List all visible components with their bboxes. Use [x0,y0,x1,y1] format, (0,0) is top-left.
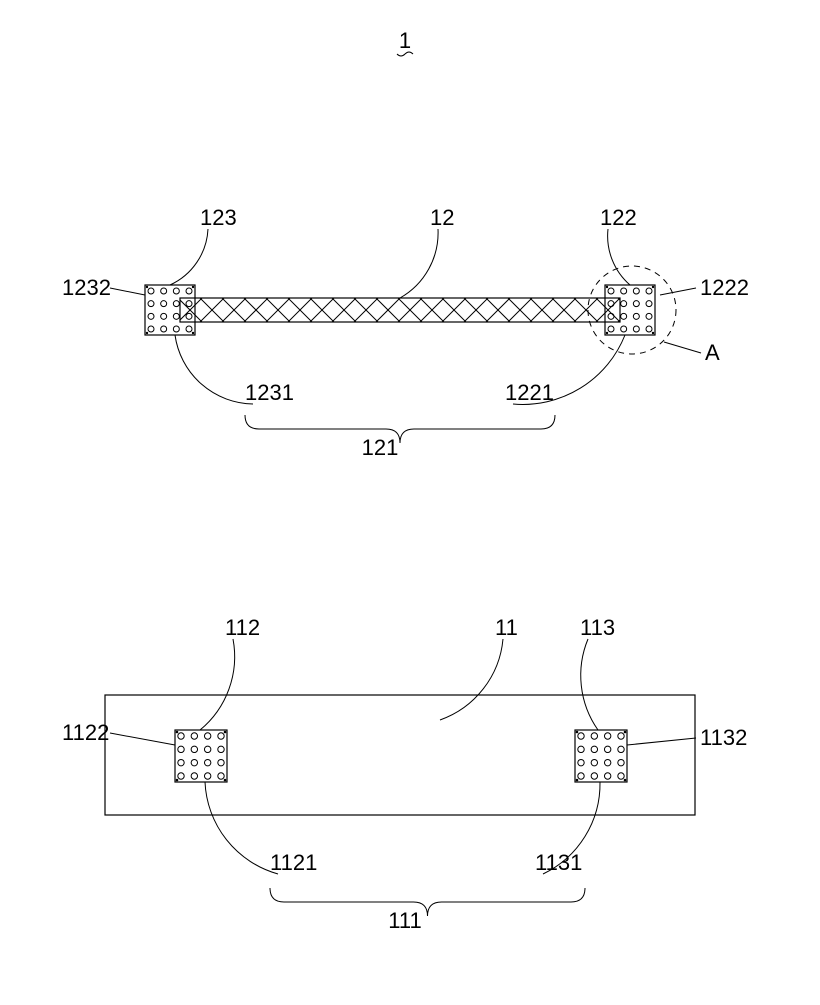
upper-brace [245,415,555,443]
label-1131: 1131 [535,850,582,875]
lower-right-block [575,730,627,782]
upper-right-block [605,285,655,335]
label-1132-leader [627,738,696,745]
upper-bar [156,298,664,322]
lower-rect [105,695,695,815]
label-1122: 1122 [62,720,109,745]
label-113: 113 [580,615,615,640]
label-1231: 1231 [245,380,294,405]
label-112-leader [200,639,235,730]
label-1132: 1132 [700,725,747,750]
label-1231-leader [175,335,253,404]
label-112: 112 [225,615,260,640]
label-123: 123 [200,205,237,230]
label-a-leader [664,342,701,353]
label-123-leader [170,229,208,285]
figure-svg: 1 123 12 122 1232 1222 A 1231 1221 121 112 11 113 112… [0,0,820,1000]
label-113-leader [581,639,598,730]
lower-brace-label: 111 [388,908,421,933]
label-122: 122 [600,205,637,230]
label-1232-leader [110,288,145,295]
label-11-leader [440,639,503,720]
label-1121: 1121 [270,850,317,875]
label-1222: 1222 [700,275,749,300]
label-12: 12 [430,205,454,230]
lower-left-block [175,730,227,782]
label-1121-leader [205,782,278,874]
upper-left-block [145,285,195,335]
label-122-leader [608,229,630,285]
detail-circle-a [588,266,676,354]
label-1221: 1221 [505,380,554,405]
label-12-leader [400,229,438,298]
label-11: 11 [495,615,518,640]
label-a: A [705,340,720,365]
assembly-number: 1 [399,28,411,53]
label-1222-leader [660,288,696,295]
label-1232: 1232 [62,275,111,300]
label-1122-leader [110,733,175,745]
lower-brace [270,888,585,916]
upper-brace-label: 121 [362,435,399,460]
